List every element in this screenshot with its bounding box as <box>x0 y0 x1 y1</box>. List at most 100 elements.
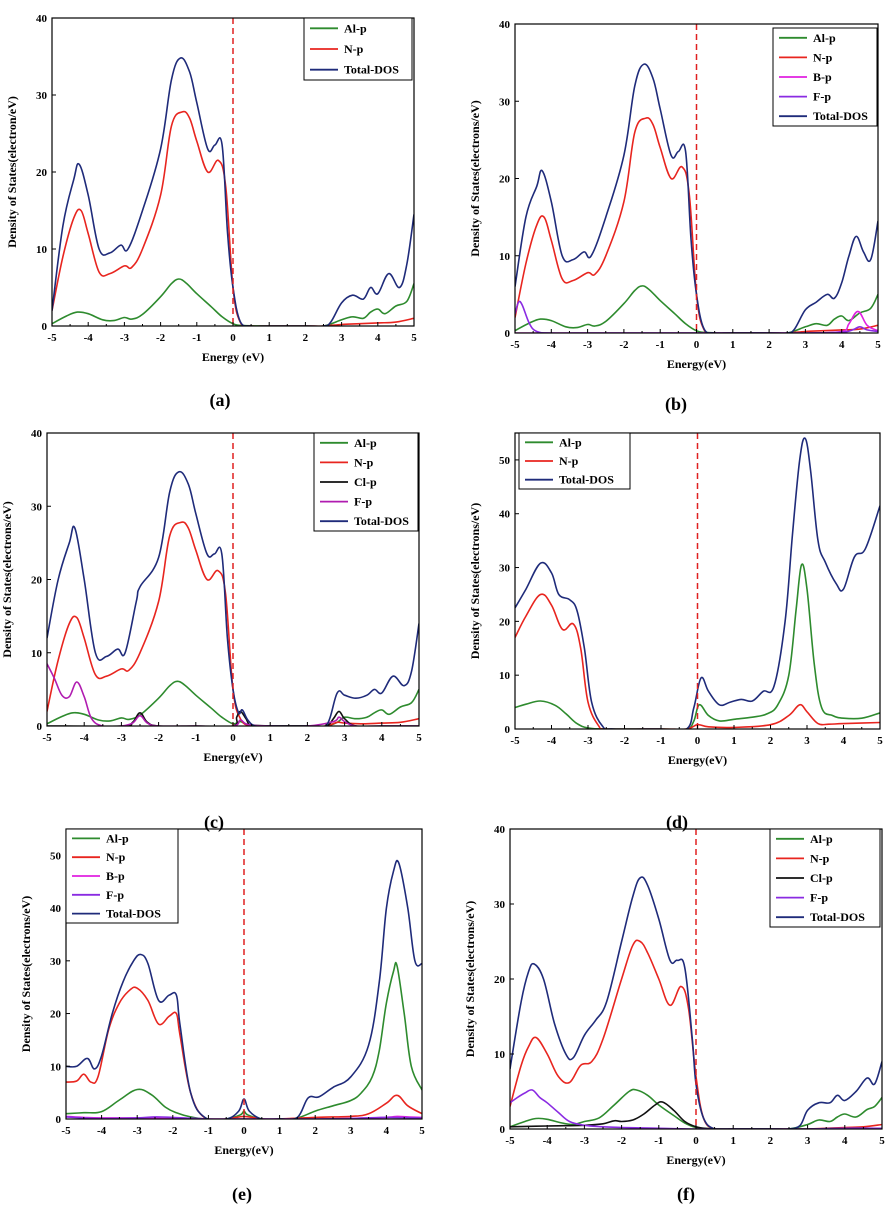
y-tick-label: 40 <box>50 903 62 915</box>
y-tick-label: 10 <box>36 244 48 256</box>
legend-label: B-p <box>813 70 832 84</box>
y-tick-label: 30 <box>31 501 43 513</box>
panel-caption: (b) <box>665 394 687 415</box>
x-tick-label: -1 <box>192 332 201 344</box>
y-axis-label: Density of States(electrons/eV) <box>0 501 14 657</box>
series-line-al-p <box>515 285 878 333</box>
x-tick-label: 1 <box>277 1125 283 1137</box>
x-tick-label: -3 <box>117 732 127 744</box>
y-tick-label: 10 <box>31 648 43 660</box>
x-tick-label: 0 <box>694 339 700 351</box>
x-axis-label: Energy(eV) <box>203 750 262 764</box>
x-tick-label: -5 <box>47 332 57 344</box>
legend-label: Al-p <box>106 831 129 845</box>
x-tick-label: -2 <box>619 339 629 351</box>
y-tick-label: 40 <box>36 13 48 25</box>
y-tick-label: 0 <box>500 1124 506 1136</box>
x-tick-label: 4 <box>841 735 847 747</box>
x-tick-label: -2 <box>154 732 164 744</box>
x-tick-label: -1 <box>656 339 665 351</box>
y-axis-label: Density of States(electrons/eV) <box>468 100 482 256</box>
x-tick-label: 4 <box>379 732 385 744</box>
x-tick-label: -5 <box>505 1135 515 1147</box>
series-line-total-dos <box>515 437 880 729</box>
y-axis-label: Density of States(electrons/eV) <box>463 901 477 1057</box>
y-tick-label: 10 <box>499 251 511 263</box>
x-tick-label: -3 <box>120 332 130 344</box>
x-tick-label: 3 <box>804 735 810 747</box>
x-tick-label: -4 <box>547 339 557 351</box>
x-tick-label: 3 <box>803 339 809 351</box>
x-tick-label: -4 <box>97 1125 107 1137</box>
x-axis-label: Energy(eV) <box>668 753 727 767</box>
legend-label: Total-DOS <box>106 907 161 921</box>
y-tick-label: 0 <box>56 1114 62 1126</box>
series-line-al-p <box>515 563 880 729</box>
series-line-cl-p <box>510 1100 882 1129</box>
series-line-n-p <box>66 986 422 1119</box>
legend-label: F-p <box>354 495 372 509</box>
x-tick-label: 5 <box>416 732 422 744</box>
series-line-n-p <box>515 593 880 729</box>
y-tick-label: 20 <box>499 616 511 628</box>
y-tick-label: 30 <box>499 563 511 575</box>
x-tick-label: -1 <box>204 1125 213 1137</box>
series-line-al-p <box>52 278 414 326</box>
x-tick-label: -4 <box>543 1135 553 1147</box>
y-tick-label: 10 <box>499 670 511 682</box>
y-tick-label: 10 <box>494 1049 506 1061</box>
x-tick-label: 5 <box>877 735 883 747</box>
x-tick-label: 4 <box>842 1135 848 1147</box>
panel-caption: (f) <box>677 1184 695 1205</box>
y-tick-label: 40 <box>31 428 43 440</box>
x-tick-label: 4 <box>839 339 845 351</box>
x-tick-label: 2 <box>312 1125 318 1137</box>
x-tick-label: 4 <box>384 1125 390 1137</box>
x-tick-label: -5 <box>42 732 52 744</box>
x-tick-label: 3 <box>342 732 348 744</box>
y-axis-label: Density of States(electrons/eV) <box>468 503 482 659</box>
y-tick-label: 50 <box>50 850 62 862</box>
y-tick-label: 30 <box>494 899 506 911</box>
x-tick-label: 5 <box>879 1135 885 1147</box>
x-tick-label: 0 <box>693 1135 699 1147</box>
x-axis-label: Energy(eV) <box>214 1143 273 1157</box>
x-tick-label: -2 <box>617 1135 627 1147</box>
x-tick-label: 4 <box>375 332 381 344</box>
dos-panel-a: -5 -4 -3 -2 -1 0 1 2 3 4 5 0 10 20 30 40 Energy (eV) Dens… <box>5 13 417 411</box>
series-line-al-p <box>510 1088 882 1129</box>
y-axis-label: Density of States(electrons/eV) <box>19 896 33 1052</box>
y-tick-label: 40 <box>499 19 511 31</box>
y-axis-label: Density of States(electron/eV) <box>5 96 19 248</box>
legend-label: N-p <box>354 455 374 469</box>
x-tick-label: -1 <box>656 735 665 747</box>
dos-panel-b: -5 -4 -3 -2 -1 0 1 2 3 4 5 0 10 20 30 40 Energy(eV) Densi… <box>468 19 881 415</box>
y-tick-label: 0 <box>42 321 48 333</box>
x-tick-label: 3 <box>339 332 345 344</box>
x-axis-label: Energy(eV) <box>667 357 726 371</box>
legend-label: Al-p <box>810 832 833 846</box>
series-line-n-p <box>510 939 882 1129</box>
series-line-b-p <box>515 310 878 333</box>
x-tick-label: 5 <box>419 1125 425 1137</box>
series-line-f-p <box>515 300 878 333</box>
series-line-cl-p <box>47 710 419 726</box>
x-tick-label: -2 <box>156 332 166 344</box>
series-line-f-p <box>510 1089 882 1129</box>
legend-label: N-p <box>813 50 833 64</box>
x-tick-label: -2 <box>620 735 630 747</box>
y-tick-label: 20 <box>31 575 43 587</box>
y-tick-label: 20 <box>494 974 506 986</box>
x-tick-label: 1 <box>730 1135 736 1147</box>
x-tick-label: 3 <box>348 1125 354 1137</box>
x-tick-label: 1 <box>730 339 736 351</box>
x-tick-label: 3 <box>805 1135 811 1147</box>
x-tick-label: -3 <box>580 1135 590 1147</box>
x-tick-label: 2 <box>303 332 309 344</box>
legend-label: F-p <box>106 888 124 902</box>
y-tick-label: 0 <box>505 724 511 736</box>
legend-label: Al-p <box>354 436 377 450</box>
legend-label: Al-p <box>813 31 836 45</box>
y-tick-label: 40 <box>499 509 511 521</box>
x-tick-label: -3 <box>583 339 593 351</box>
